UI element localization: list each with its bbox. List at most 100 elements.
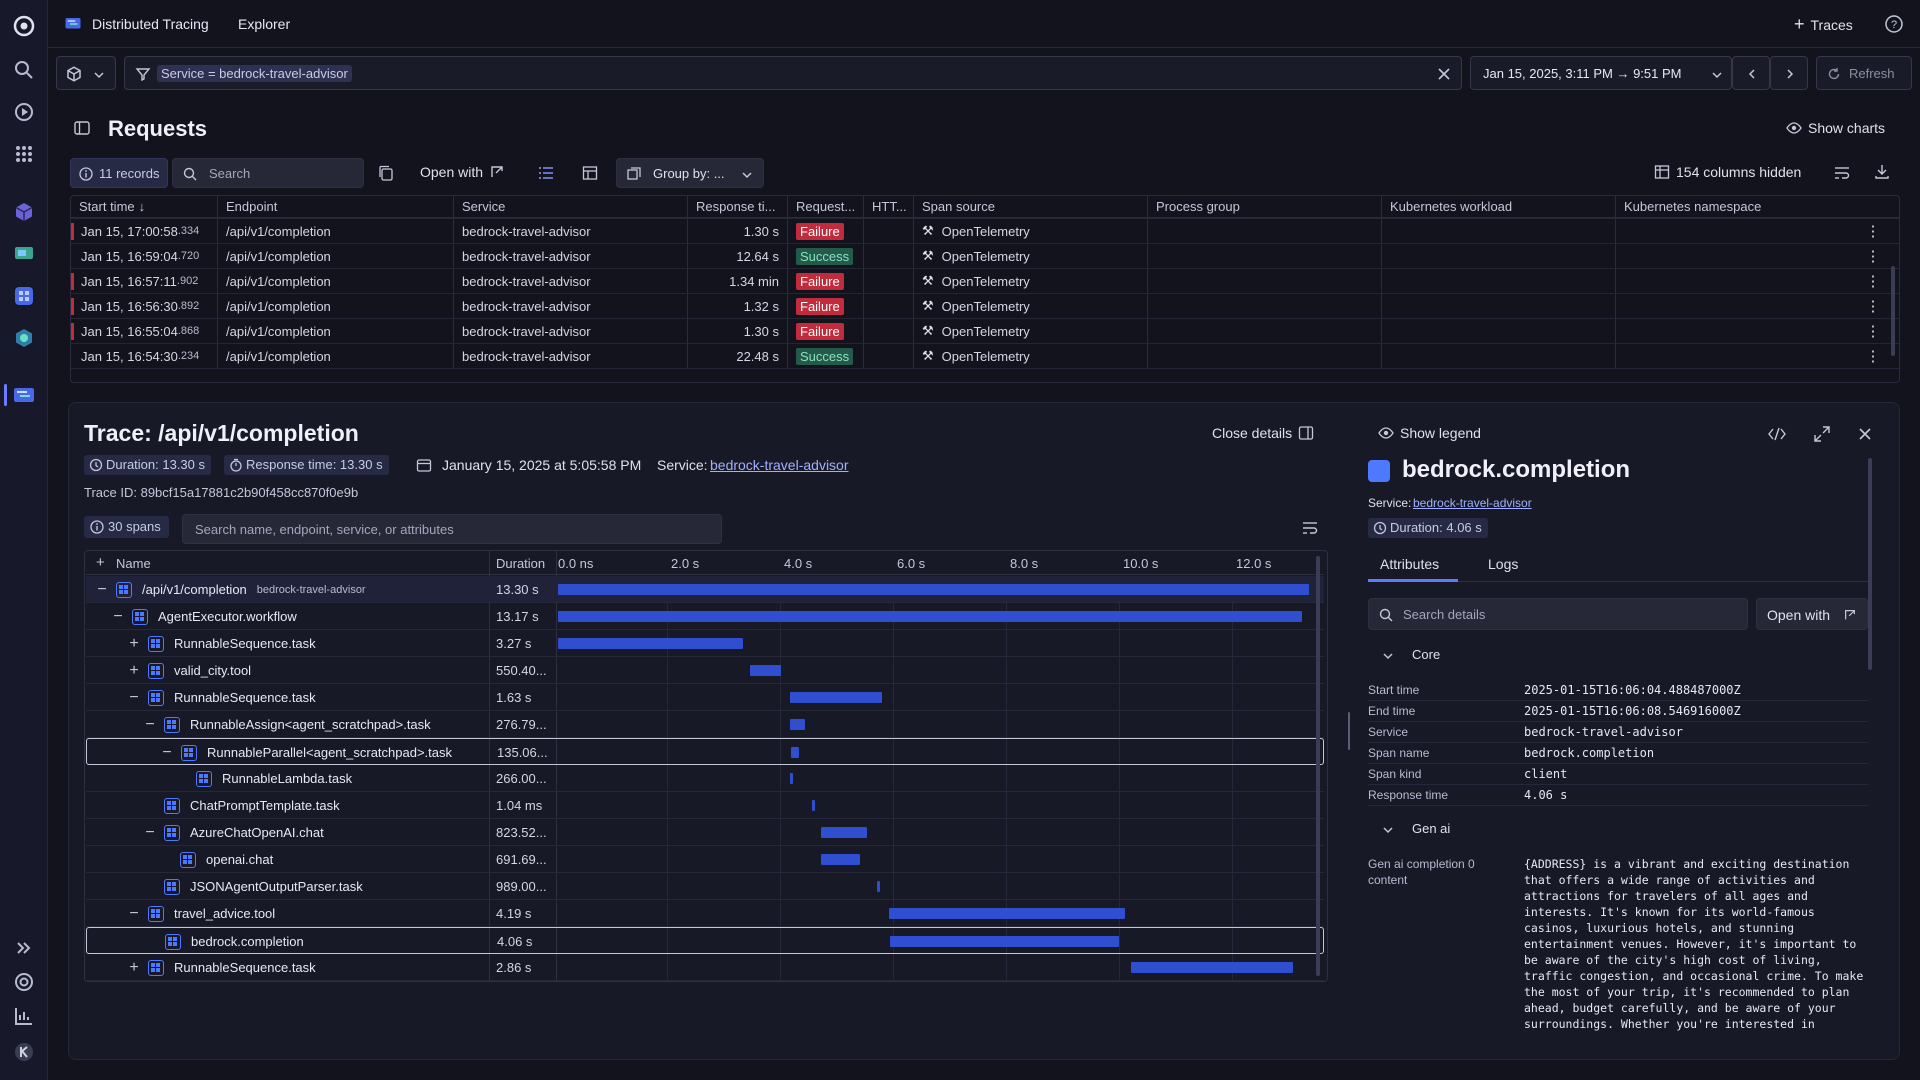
line-wrap-icon[interactable] bbox=[1302, 520, 1318, 536]
span-bar[interactable] bbox=[820, 854, 860, 865]
tab-attributes[interactable]: Attributes bbox=[1380, 556, 1440, 572]
maximize-icon[interactable] bbox=[1814, 426, 1830, 442]
span-bar[interactable] bbox=[558, 638, 743, 649]
waterfall-scrollbar[interactable] bbox=[1316, 556, 1320, 976]
span-row[interactable]: − RunnableAssign<agent_scratchpad>.task 2… bbox=[86, 711, 1324, 738]
span-bar[interactable] bbox=[1131, 962, 1294, 973]
column-header-process-group[interactable]: Process group bbox=[1147, 196, 1381, 217]
globe-app-icon[interactable] bbox=[12, 326, 36, 350]
span-bar[interactable] bbox=[558, 611, 1303, 622]
search-icon[interactable] bbox=[12, 58, 36, 82]
row-menu-icon[interactable]: ⋮ bbox=[1865, 248, 1881, 265]
table-row[interactable]: Jan 15, 16:56:30.892 /api/v1/completion … bbox=[71, 294, 1899, 319]
core-section-header[interactable]: Core bbox=[1368, 644, 1868, 666]
column-header-span-source[interactable]: Span source bbox=[913, 196, 1147, 217]
panel-collapse-icon[interactable] bbox=[74, 120, 90, 136]
pane-resize-handle[interactable] bbox=[1348, 712, 1350, 750]
span-bar[interactable] bbox=[789, 773, 793, 784]
distributed-tracing-app-icon[interactable] bbox=[12, 384, 36, 408]
grid-app-icon[interactable] bbox=[12, 284, 36, 308]
segment-selector[interactable] bbox=[56, 56, 116, 90]
requests-search-input[interactable]: Search bbox=[172, 158, 364, 188]
span-bar[interactable] bbox=[750, 665, 782, 676]
support-icon[interactable] bbox=[12, 970, 36, 994]
span-search-input[interactable]: Search name, endpoint, service, or attri… bbox=[182, 514, 722, 544]
span-bar[interactable] bbox=[789, 719, 806, 730]
expand-all-icon[interactable]: + bbox=[96, 554, 105, 571]
expand-icon[interactable]: + bbox=[129, 661, 139, 679]
gen-ai-section-header[interactable]: Gen ai bbox=[1368, 818, 1868, 840]
column-header-kubernetes-namespace[interactable]: Kubernetes namespace bbox=[1615, 196, 1855, 217]
row-menu-icon[interactable]: ⋮ bbox=[1865, 348, 1881, 365]
previous-timeframe-button[interactable] bbox=[1732, 56, 1770, 90]
row-menu-icon[interactable]: ⋮ bbox=[1865, 298, 1881, 315]
explorer-tab[interactable]: Explorer bbox=[238, 16, 291, 32]
span-row[interactable]: − RunnableParallel<agent_scratchpad>.task… bbox=[86, 738, 1324, 765]
attribute-row[interactable]: Span kind client bbox=[1368, 764, 1868, 785]
line-wrap-icon[interactable] bbox=[1834, 165, 1850, 181]
expand-icon[interactable]: + bbox=[129, 634, 139, 652]
span-bar[interactable] bbox=[888, 908, 1126, 919]
filter-token[interactable]: Service = bedrock-travel-advisor bbox=[157, 65, 352, 82]
expand-icon[interactable]: + bbox=[129, 958, 139, 976]
close-icon[interactable] bbox=[1858, 427, 1872, 441]
span-row[interactable]: − AzureChatOpenAI.chat 823.52... bbox=[86, 819, 1324, 846]
app-logo-icon[interactable] bbox=[12, 14, 36, 38]
span-bar[interactable] bbox=[820, 827, 868, 838]
table-row[interactable]: Jan 15, 16:55:04.868 /api/v1/completion … bbox=[71, 319, 1899, 344]
span-row[interactable]: JSONAgentOutputParser.task 989.00... bbox=[86, 873, 1324, 900]
details-scrollbar[interactable] bbox=[1868, 458, 1872, 670]
apps-grid-icon[interactable] bbox=[12, 142, 36, 166]
help-icon[interactable]: ? bbox=[1884, 14, 1904, 34]
code-icon[interactable] bbox=[1768, 426, 1786, 442]
span-row[interactable]: + valid_city.tool 550.40... bbox=[86, 657, 1324, 684]
next-timeframe-button[interactable] bbox=[1770, 56, 1808, 90]
span-service-link[interactable]: bedrock-travel-advisor bbox=[1413, 496, 1532, 510]
span-bar[interactable] bbox=[790, 747, 799, 758]
table-row[interactable]: Jan 15, 16:59:04.720 /api/v1/completion … bbox=[71, 244, 1899, 269]
collapse-icon[interactable]: − bbox=[97, 580, 107, 598]
trace-service-link[interactable]: bedrock-travel-advisor bbox=[710, 457, 849, 473]
span-row[interactable]: RunnableLambda.task 266.00... bbox=[86, 765, 1324, 792]
expand-sidebar-icon[interactable] bbox=[12, 936, 36, 960]
monitor-app-icon[interactable] bbox=[12, 242, 36, 266]
collapse-icon[interactable]: − bbox=[129, 688, 139, 706]
attribute-row[interactable]: Response time 4.06 s bbox=[1368, 785, 1868, 806]
span-row[interactable]: − /api/v1/completion bedrock-travel-adviso… bbox=[86, 576, 1324, 603]
collapse-icon[interactable]: − bbox=[162, 743, 172, 761]
table-row[interactable]: Jan 15, 16:54:30.234 /api/v1/completion … bbox=[71, 344, 1899, 369]
show-legend-button[interactable]: Show legend bbox=[1378, 425, 1481, 441]
span-bar[interactable] bbox=[889, 936, 1119, 947]
table-view-icon[interactable] bbox=[582, 165, 598, 181]
row-menu-icon[interactable]: ⋮ bbox=[1865, 273, 1881, 290]
column-header-start-time[interactable]: Start time ↓ bbox=[79, 199, 146, 214]
span-row[interactable]: − RunnableSequence.task 1.63 s bbox=[86, 684, 1324, 711]
clear-filter-icon[interactable] bbox=[1437, 67, 1451, 81]
group-by-dropdown[interactable]: Group by: ... bbox=[616, 158, 764, 188]
span-row[interactable]: ChatPromptTemplate.task 1.04 ms bbox=[86, 792, 1324, 819]
attribute-row[interactable]: Span name bedrock.completion bbox=[1368, 743, 1868, 764]
column-header-kubernetes-workload[interactable]: Kubernetes workload bbox=[1381, 196, 1615, 217]
span-row[interactable]: + RunnableSequence.task 3.27 s bbox=[86, 630, 1324, 657]
reports-icon[interactable] bbox=[12, 1004, 36, 1028]
span-bar[interactable] bbox=[558, 584, 1310, 595]
tab-logs[interactable]: Logs bbox=[1488, 556, 1519, 572]
span-row[interactable]: openai.chat 691.69... bbox=[86, 846, 1324, 873]
span-row[interactable]: + RunnableSequence.task 2.86 s bbox=[86, 954, 1324, 981]
attribute-row[interactable]: Start time 2025-01-15T16:06:04.488487000Z bbox=[1368, 680, 1868, 701]
collapse-icon[interactable]: − bbox=[145, 715, 155, 733]
span-bar[interactable] bbox=[812, 800, 816, 811]
filter-field[interactable]: Service = bedrock-travel-advisor bbox=[124, 56, 1462, 90]
table-scrollbar[interactable] bbox=[1891, 266, 1895, 356]
copy-icon[interactable] bbox=[378, 165, 394, 181]
span-bar[interactable] bbox=[877, 881, 881, 892]
span-row[interactable]: − travel_advice.tool 4.19 s bbox=[86, 900, 1324, 927]
span-bar[interactable] bbox=[789, 692, 882, 703]
list-view-icon[interactable] bbox=[538, 165, 554, 181]
table-row[interactable]: Jan 15, 17:00:58.334 /api/v1/completion … bbox=[71, 219, 1899, 244]
collapse-icon[interactable]: − bbox=[113, 607, 123, 625]
open-with-button[interactable]: Open with bbox=[420, 164, 505, 180]
attribute-row[interactable]: Service bedrock-travel-advisor bbox=[1368, 722, 1868, 743]
collapse-icon[interactable]: − bbox=[129, 904, 139, 922]
table-row-partial[interactable] bbox=[71, 211, 1899, 219]
